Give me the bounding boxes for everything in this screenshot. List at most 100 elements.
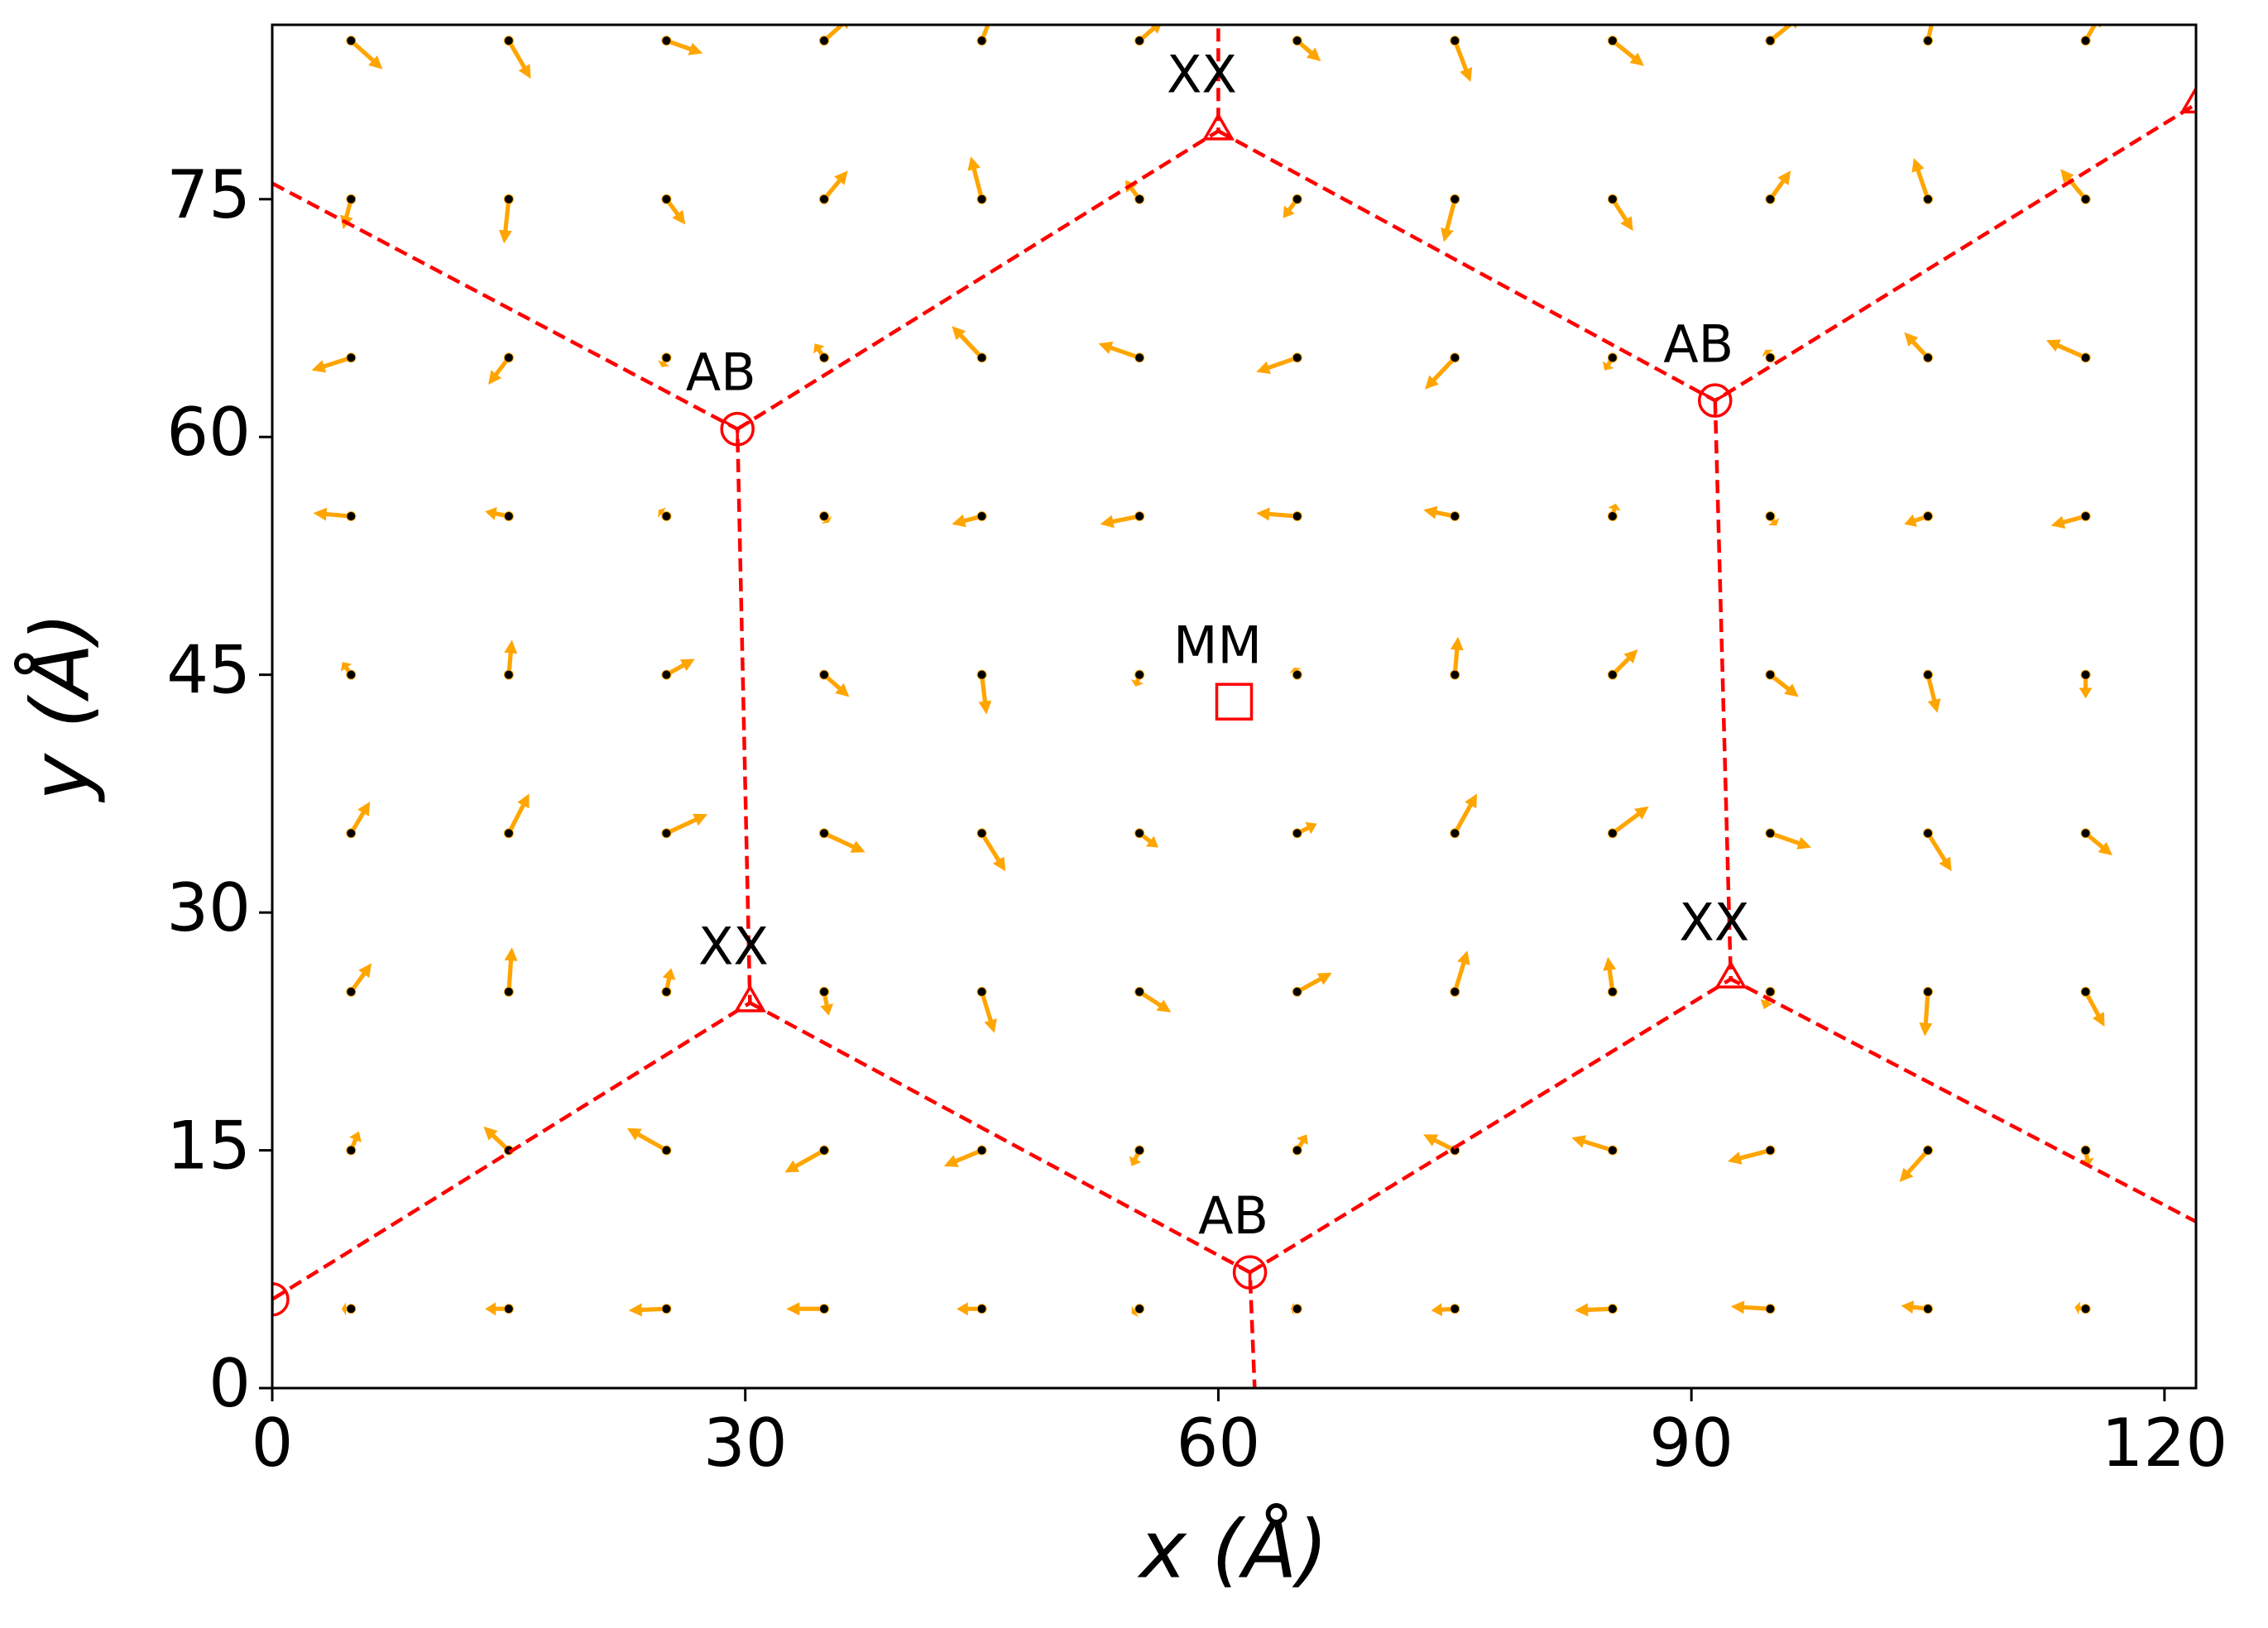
point	[503, 1304, 514, 1314]
point	[1923, 352, 1934, 363]
point	[661, 669, 672, 680]
arrow	[311, 355, 352, 373]
marker-circle-y	[720, 411, 755, 447]
point	[661, 986, 672, 997]
arrow	[498, 199, 512, 244]
arrow	[786, 1302, 824, 1316]
arrow	[1610, 198, 1633, 232]
axes: 0 30 60 90 120 0 15 30 45 60 75	[166, 156, 2227, 1482]
arrow	[1768, 673, 1799, 697]
x-tick-label: 0	[252, 1405, 294, 1482]
y-tick-label: 30	[166, 869, 251, 946]
x-tick-label: 90	[1649, 1405, 1733, 1482]
marker-triangle	[1714, 960, 1748, 989]
point	[819, 36, 830, 46]
point	[819, 669, 830, 680]
y-axis-label: y (Å)	[13, 612, 107, 803]
point	[661, 511, 672, 522]
y-tick-label: 75	[166, 156, 251, 233]
arrow	[1768, 170, 1791, 201]
point	[1607, 669, 1618, 680]
point	[1450, 36, 1460, 46]
point	[2080, 669, 2091, 680]
point	[1450, 511, 1460, 522]
point	[2080, 828, 2091, 839]
point	[346, 669, 357, 680]
point	[976, 669, 987, 680]
point	[1292, 828, 1302, 839]
point	[976, 352, 987, 363]
point	[1292, 986, 1302, 997]
marker-label: AB	[1663, 314, 1733, 374]
arrow	[1138, 25, 1162, 43]
point	[346, 1145, 357, 1156]
point	[976, 828, 987, 839]
point	[976, 36, 987, 46]
arrow	[626, 1128, 668, 1152]
arrow	[1296, 39, 1321, 62]
point	[2080, 511, 2091, 522]
point	[1292, 511, 1302, 522]
marker-triangle	[2179, 85, 2196, 114]
arrow	[1911, 158, 1930, 200]
point	[1923, 511, 1934, 522]
point	[819, 1145, 830, 1156]
arrow	[1098, 341, 1140, 360]
point	[1134, 986, 1145, 997]
point	[1607, 1304, 1618, 1314]
point	[1450, 828, 1460, 839]
point	[503, 669, 514, 680]
point	[661, 36, 672, 46]
arrow	[1138, 989, 1172, 1013]
arrow	[1452, 40, 1473, 82]
marker-label: XX	[1679, 893, 1749, 953]
point	[503, 352, 514, 363]
point	[1292, 1145, 1302, 1156]
point	[503, 36, 514, 46]
arrow	[1256, 356, 1298, 374]
arrow	[1423, 1134, 1456, 1152]
arrow	[1603, 956, 1617, 993]
point	[976, 194, 987, 204]
arrow	[822, 25, 849, 43]
boundary-line	[1249, 977, 1732, 1275]
arrow	[1901, 1300, 1929, 1314]
arrow	[1768, 25, 1798, 43]
point	[819, 511, 830, 522]
x-tick-label: 60	[1177, 1405, 1261, 1482]
point	[2080, 1145, 2091, 1156]
point	[661, 1304, 672, 1314]
point	[976, 511, 987, 522]
arrow	[1575, 1303, 1613, 1317]
x-tick-label: 30	[703, 1405, 788, 1482]
point	[819, 1304, 830, 1314]
point	[976, 1304, 987, 1314]
arrow	[980, 831, 1006, 872]
point	[976, 1145, 987, 1156]
point	[2080, 352, 2091, 363]
arrow	[349, 39, 383, 69]
arrow	[1452, 950, 1470, 993]
arrow	[1100, 514, 1140, 529]
point	[1923, 36, 1934, 46]
arrow	[1904, 332, 1930, 360]
arrow	[1611, 649, 1638, 677]
point	[661, 194, 672, 204]
point	[2080, 986, 2091, 997]
point	[1292, 36, 1302, 46]
arrow	[967, 156, 985, 200]
point	[1292, 669, 1302, 680]
point	[819, 194, 830, 204]
point	[2080, 1304, 2091, 1314]
arrow	[628, 1303, 667, 1317]
arrow	[1450, 636, 1464, 675]
arrow	[822, 170, 848, 201]
point	[1765, 511, 1776, 522]
arrow	[506, 793, 530, 835]
point	[1923, 194, 1934, 204]
point	[503, 828, 514, 839]
arrow	[504, 947, 518, 993]
point	[1292, 1304, 1302, 1314]
boundary-line	[272, 181, 752, 1301]
marker-label: AB	[1198, 1185, 1268, 1246]
